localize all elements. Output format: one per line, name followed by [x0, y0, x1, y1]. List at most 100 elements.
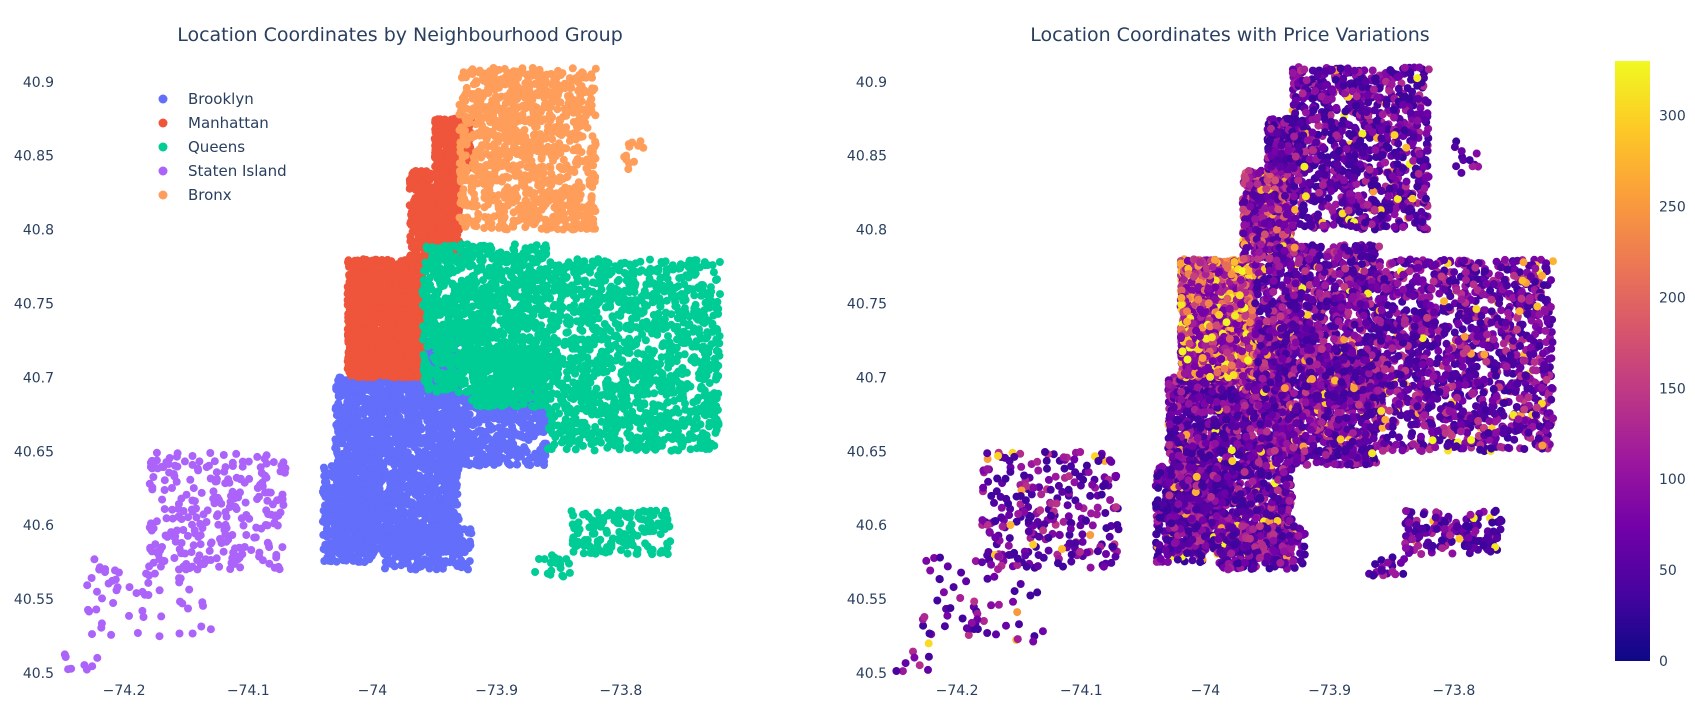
data-point — [322, 478, 331, 487]
data-point — [327, 471, 336, 480]
data-point — [342, 499, 351, 508]
data-point — [350, 506, 359, 515]
data-point — [509, 446, 518, 454]
data-point — [409, 411, 418, 420]
data-point — [444, 205, 453, 214]
data-point — [398, 263, 407, 272]
data-point — [382, 446, 391, 455]
data-point — [385, 495, 394, 504]
data-point — [495, 415, 504, 424]
data-point — [333, 408, 342, 417]
data-point — [407, 531, 416, 540]
data-point — [367, 506, 376, 514]
data-point — [375, 337, 384, 346]
data-point — [446, 440, 455, 449]
data-point — [375, 264, 384, 273]
data-point — [355, 308, 364, 317]
data-point — [486, 425, 495, 434]
data-point — [405, 552, 414, 561]
data-point — [372, 255, 381, 264]
data-point — [392, 525, 400, 534]
data-point — [376, 415, 385, 424]
data-point — [428, 514, 437, 522]
data-point — [453, 230, 462, 239]
data-point — [330, 537, 338, 546]
data-point — [430, 445, 439, 454]
data-point — [399, 370, 408, 379]
data-point — [408, 172, 416, 181]
data-point — [365, 283, 374, 292]
data-point — [438, 564, 447, 573]
data-point — [444, 426, 453, 434]
data-point — [386, 503, 395, 512]
data-point — [407, 473, 416, 482]
data-point — [407, 301, 416, 310]
data-point — [455, 525, 464, 534]
data-point — [411, 438, 420, 447]
data-point — [425, 421, 434, 430]
data-point — [372, 362, 380, 371]
data-point — [420, 434, 429, 442]
data-point — [445, 477, 454, 486]
data-point — [394, 412, 403, 421]
data-point — [388, 327, 397, 336]
data-point — [320, 515, 329, 524]
data-point — [517, 432, 526, 441]
data-point — [361, 402, 370, 411]
data-point — [496, 441, 504, 450]
data-point — [465, 557, 474, 566]
data-point — [424, 455, 433, 464]
data-point — [325, 500, 334, 509]
data-point — [360, 542, 369, 551]
data-point — [407, 208, 416, 217]
data-point — [464, 528, 473, 537]
data-point — [436, 397, 445, 406]
data-point — [382, 393, 391, 402]
data-point — [391, 372, 399, 381]
data-point — [479, 415, 488, 424]
data-point — [513, 460, 522, 469]
data-point — [462, 455, 470, 464]
data-point — [392, 390, 401, 399]
data-point — [397, 553, 406, 562]
data-point — [416, 487, 425, 496]
data-point — [374, 528, 383, 537]
data-point — [375, 452, 384, 461]
data-point — [444, 499, 452, 508]
data-point — [419, 399, 428, 407]
data-point — [385, 306, 393, 315]
data-point — [463, 448, 472, 456]
data-point — [533, 427, 542, 436]
data-point — [319, 530, 328, 539]
data-point — [504, 460, 513, 469]
data-point — [457, 396, 466, 405]
data-point — [367, 544, 376, 552]
data-point — [534, 455, 543, 464]
data-point — [387, 402, 396, 411]
data-point — [464, 565, 472, 574]
data-point — [341, 381, 350, 390]
data-point — [348, 489, 357, 498]
data-point — [420, 555, 429, 564]
data-point — [383, 525, 392, 534]
data-point — [324, 556, 333, 565]
data-point — [384, 337, 393, 346]
data-point — [361, 338, 370, 347]
data-point — [435, 224, 444, 233]
data-point — [383, 434, 391, 443]
data-point — [343, 397, 352, 406]
data-point — [415, 450, 424, 459]
data-point — [408, 254, 417, 263]
data-point — [355, 533, 363, 542]
data-point — [386, 483, 395, 492]
data-point — [437, 514, 446, 523]
data-point — [452, 472, 461, 481]
data-point — [367, 311, 376, 319]
data-point — [466, 539, 474, 548]
data-point — [368, 405, 377, 414]
data-point — [408, 397, 417, 405]
data-point — [421, 515, 430, 524]
data-point — [349, 556, 358, 565]
data-point — [426, 401, 435, 410]
